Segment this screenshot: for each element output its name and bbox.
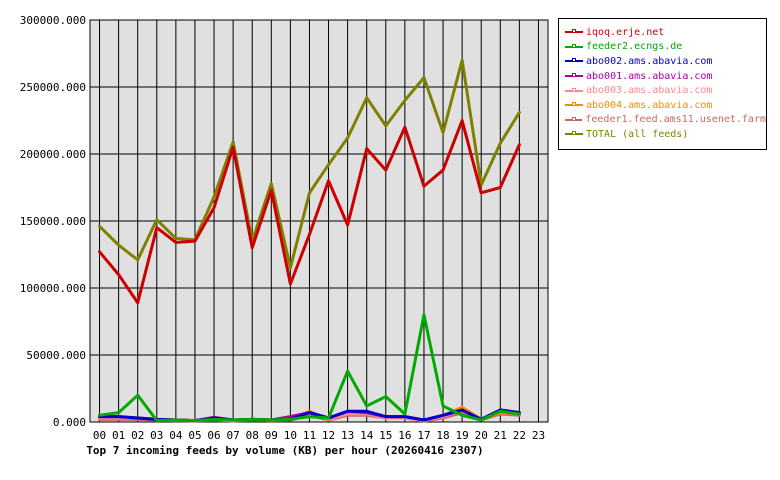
x-tick-label: 13 [341, 429, 354, 442]
x-tick-label: 04 [169, 429, 183, 442]
x-tick-label: 16 [398, 429, 411, 442]
x-tick-label: 11 [303, 429, 316, 442]
y-tick-label: 100000.000 [20, 282, 86, 295]
x-tick-label: 14 [360, 429, 374, 442]
legend-item: abo002.ams.abavia.com [559, 54, 766, 69]
x-tick-label: 19 [456, 429, 469, 442]
legend-item: abo003.ams.abavia.com [559, 83, 766, 98]
x-tick-label: 23 [532, 429, 545, 442]
y-tick-label: 150000.000 [20, 215, 86, 228]
series-line-0 [98, 119, 521, 305]
x-tick-label: 09 [265, 429, 278, 442]
legend-swatch [565, 86, 583, 96]
legend-label: abo001.ams.abavia.com [586, 70, 713, 82]
legend-item: TOTAL (all feeds) [559, 127, 766, 142]
x-axis-ticks: 00 01 02 03 04 05 06 07 08 09 10 11 12 13 14 15 16 17 18 19… [93, 429, 545, 442]
x-tick-label: 12 [322, 429, 335, 442]
legend-label: abo002.ams.abavia.com [586, 55, 713, 67]
legend-swatch [565, 115, 583, 125]
x-tick-label: 05 [188, 429, 201, 442]
y-axis-ticks: 0.000 50000.000 100000.000 150000.000 200000… [20, 14, 86, 429]
x-tick-label: 06 [207, 429, 220, 442]
legend-item: feeder1.feed.ams11.usenet.farm [559, 113, 766, 128]
legend-swatch [565, 27, 583, 37]
y-tick-label: 200000.000 [20, 148, 86, 161]
chart-caption: Top 7 incoming feeds by volume (KB) per … [86, 444, 484, 457]
x-tick-label: 03 [150, 429, 163, 442]
legend: iqoq.erje.net feeder2.ecngs.de abo002.ams.… [558, 18, 767, 150]
y-tick-label: 250000.000 [20, 81, 86, 94]
legend-item: iqoq.erje.net [559, 25, 766, 40]
x-tick-label: 18 [436, 429, 449, 442]
y-tick-label: 300000.000 [20, 14, 86, 27]
legend-swatch [565, 100, 583, 110]
legend-item: abo004.ams.abavia.com [559, 98, 766, 113]
y-tick-label: 50000.000 [26, 349, 86, 362]
x-tick-label: 07 [227, 429, 240, 442]
series-group [98, 58, 521, 423]
x-tick-label: 15 [379, 429, 392, 442]
legend-item: feeder2.ecngs.de [559, 40, 766, 55]
legend-label: TOTAL (all feeds) [586, 128, 689, 140]
x-tick-label: 17 [417, 429, 430, 442]
legend-swatch [565, 129, 583, 139]
legend-label: feeder1.feed.ams11.usenet.farm [585, 114, 766, 126]
grid-lines [90, 19, 548, 423]
legend-label: abo003.ams.abavia.com [586, 85, 713, 97]
legend-label: iqoq.erje.net [586, 26, 665, 38]
legend-swatch [565, 71, 583, 81]
x-tick-label: 20 [475, 429, 488, 442]
legend-swatch [565, 42, 583, 52]
x-tick-label: 22 [513, 429, 526, 442]
x-tick-label: 02 [131, 429, 144, 442]
legend-label: feeder2.ecngs.de [586, 41, 683, 53]
legend-item: abo001.ams.abavia.com [559, 69, 766, 84]
legend-label: abo004.ams.abavia.com [586, 99, 713, 111]
legend-swatch [565, 56, 583, 66]
x-tick-label: 10 [284, 429, 297, 442]
series-line-7 [98, 58, 521, 270]
x-tick-label: 21 [494, 429, 507, 442]
x-tick-label: 08 [246, 429, 259, 442]
y-tick-label: 0.000 [53, 416, 86, 429]
x-tick-label: 00 [93, 429, 106, 442]
x-tick-label: 01 [112, 429, 125, 442]
series-line-1 [98, 313, 521, 423]
